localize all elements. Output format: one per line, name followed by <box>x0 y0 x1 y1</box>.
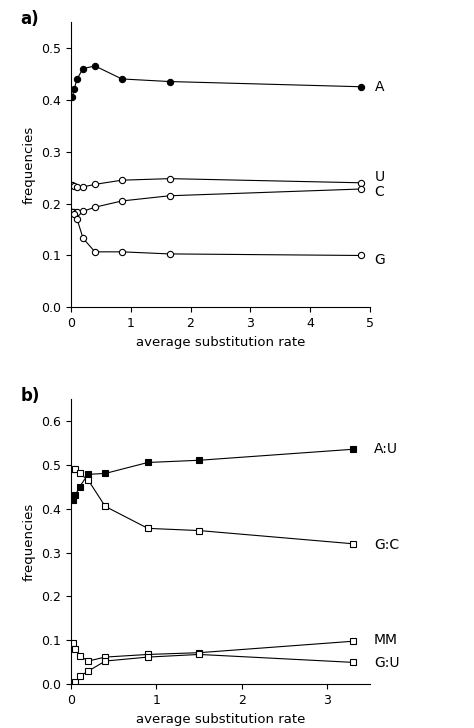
Text: MM: MM <box>374 633 398 647</box>
X-axis label: average substitution rate: average substitution rate <box>136 336 305 349</box>
Text: G:C: G:C <box>374 537 399 552</box>
Y-axis label: frequencies: frequencies <box>23 502 36 581</box>
Text: a): a) <box>20 10 39 28</box>
Text: A: A <box>374 80 384 94</box>
Text: G: G <box>374 253 385 266</box>
Text: C: C <box>374 185 384 199</box>
Text: G:U: G:U <box>374 656 400 670</box>
Text: U: U <box>374 170 384 183</box>
Text: A:U: A:U <box>374 443 398 456</box>
X-axis label: average substitution rate: average substitution rate <box>136 713 305 726</box>
Y-axis label: frequencies: frequencies <box>23 125 36 204</box>
Text: b): b) <box>20 387 40 405</box>
